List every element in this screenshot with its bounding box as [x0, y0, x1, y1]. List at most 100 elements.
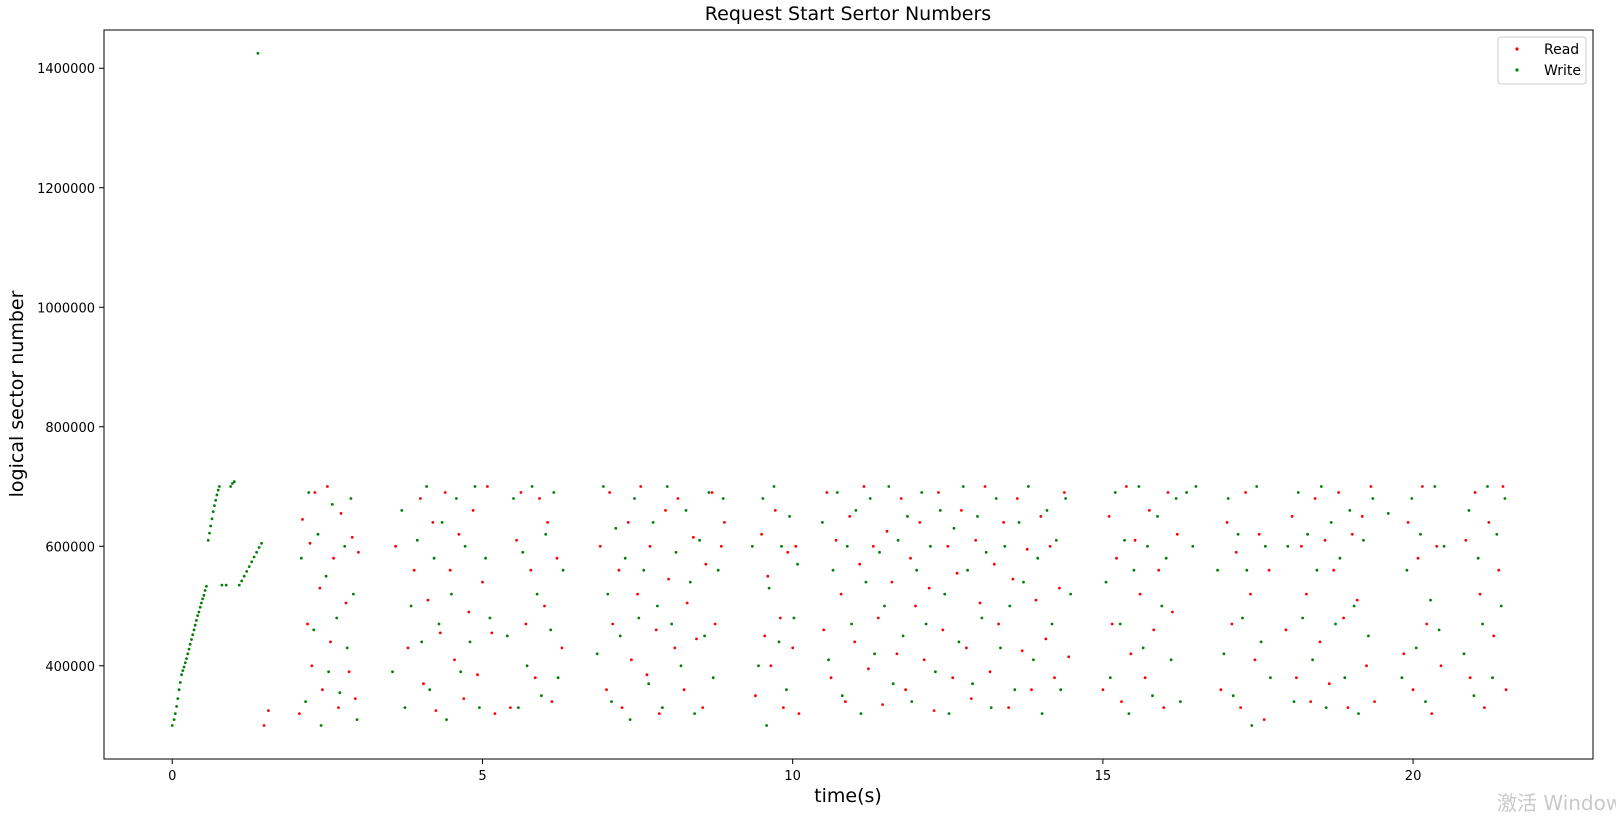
legend-label-read: Read	[1544, 42, 1579, 58]
data-point-read	[1483, 706, 1486, 709]
data-point-write	[827, 658, 830, 662]
data-point-read	[1053, 676, 1056, 680]
data-point-write	[665, 485, 669, 488]
data-point-write	[561, 568, 565, 572]
data-point-write	[437, 622, 441, 626]
data-point-read	[471, 509, 475, 512]
data-point-write	[319, 724, 323, 727]
data-point-read	[946, 544, 950, 548]
data-point-read	[1425, 622, 1429, 626]
data-point-read	[1007, 706, 1010, 709]
data-point-write	[883, 604, 886, 608]
data-point-write	[1491, 676, 1494, 680]
data-point-write	[1137, 485, 1141, 488]
legend-marker-read	[1515, 47, 1519, 51]
data-point-write	[211, 510, 215, 513]
data-point-write	[556, 676, 560, 680]
data-point-write	[345, 646, 349, 650]
data-point-read	[645, 673, 649, 677]
data-point-write	[505, 634, 509, 638]
data-point-read	[822, 628, 826, 632]
data-point-read	[918, 521, 922, 524]
data-point-write	[552, 491, 556, 494]
data-point-write	[906, 515, 909, 518]
data-point-write	[821, 521, 824, 524]
data-point-read	[1355, 598, 1359, 602]
data-point-read	[1063, 491, 1066, 494]
data-point-write	[698, 538, 701, 542]
data-point-read	[598, 544, 602, 548]
data-point-write	[1286, 544, 1290, 548]
data-point-write	[210, 517, 214, 521]
data-point-read	[605, 688, 608, 692]
legend-marker-write	[1515, 68, 1519, 72]
data-point-read	[1239, 706, 1242, 709]
data-point-write	[1301, 616, 1304, 620]
data-point-write	[1386, 512, 1390, 515]
data-point-write	[549, 628, 553, 632]
data-point-read	[1234, 550, 1238, 554]
data-point-write	[316, 532, 320, 536]
y-tick-label: 1400000	[37, 62, 95, 77]
data-point-write	[1437, 628, 1441, 632]
data-point-write	[432, 556, 436, 560]
data-point-write	[229, 485, 233, 488]
data-point-read	[794, 544, 798, 548]
data-point-read	[533, 676, 537, 680]
data-point-read	[773, 509, 777, 512]
data-point-write	[1008, 604, 1012, 608]
data-point-write	[1050, 622, 1054, 626]
data-point-read	[754, 694, 757, 698]
legend-box	[1497, 36, 1587, 85]
data-point-write	[1017, 521, 1021, 524]
data-point-read	[1473, 491, 1477, 494]
data-point-write	[859, 712, 863, 715]
data-point-read	[904, 688, 907, 692]
data-point-read	[704, 562, 708, 566]
data-point-read	[1430, 712, 1434, 715]
data-point-write	[1027, 485, 1030, 488]
data-point-read	[1360, 515, 1364, 518]
data-point-write	[989, 706, 993, 709]
data-point-write	[1255, 485, 1259, 488]
data-point-read	[867, 667, 870, 671]
x-axis: 0 5 10 15 20	[168, 759, 1421, 784]
data-point-write	[1226, 497, 1230, 500]
data-point-read	[310, 664, 314, 668]
data-point-read	[899, 497, 903, 500]
data-point-read	[1253, 658, 1257, 662]
data-point-read	[611, 622, 615, 626]
data-point-write	[391, 670, 394, 674]
data-point-read	[1175, 532, 1179, 536]
data-point-write	[420, 640, 424, 644]
data-point-write	[191, 633, 195, 637]
data-point-write	[920, 491, 924, 494]
data-point-read	[648, 544, 652, 548]
points-layer	[170, 51, 1508, 727]
data-point-read	[344, 601, 348, 605]
data-point-read	[965, 646, 968, 650]
data-point-write	[455, 497, 458, 500]
data-point-write	[1424, 700, 1427, 703]
data-point-read	[1309, 700, 1313, 703]
data-point-read	[713, 622, 717, 626]
data-point-write	[656, 604, 659, 608]
data-point-write	[185, 657, 188, 660]
data-point-write	[765, 724, 768, 727]
data-point-read	[1171, 610, 1174, 614]
x-axis-title: time(s)	[814, 785, 882, 807]
data-point-read	[937, 491, 940, 494]
data-point-write	[170, 724, 174, 727]
data-point-write	[1216, 568, 1219, 572]
data-point-write	[1495, 532, 1499, 536]
data-point-read	[412, 568, 416, 572]
data-point-write	[595, 652, 599, 656]
data-point-write	[1245, 568, 1249, 572]
data-point-write	[1410, 497, 1414, 500]
data-point-read	[1439, 664, 1443, 668]
data-point-write	[220, 583, 224, 587]
data-point-write	[647, 682, 651, 686]
data-point-read	[890, 580, 894, 584]
data-point-write	[177, 688, 181, 692]
data-point-read	[1125, 485, 1128, 488]
